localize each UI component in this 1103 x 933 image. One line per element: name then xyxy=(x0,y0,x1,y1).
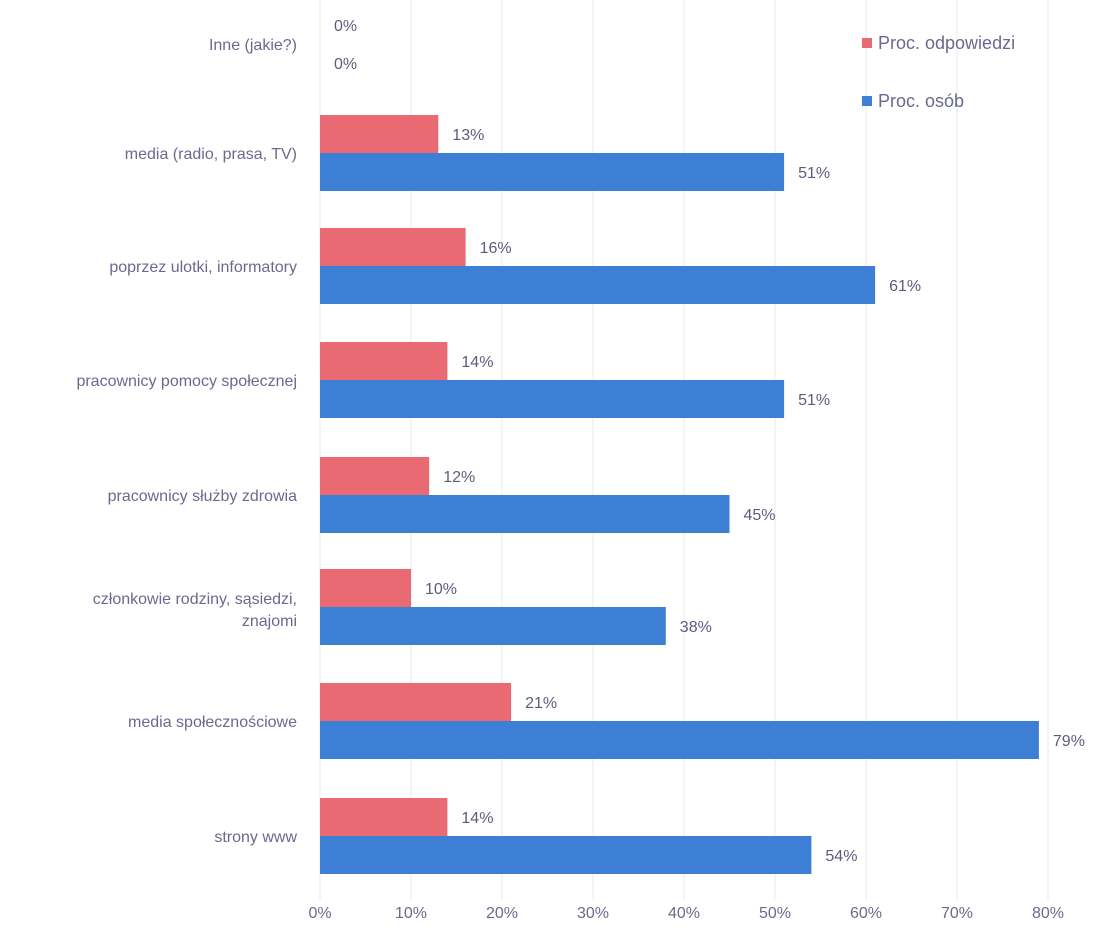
data-label: 61% xyxy=(889,278,921,295)
data-label: 14% xyxy=(461,354,493,371)
data-label: 0% xyxy=(334,56,357,73)
legend-swatch xyxy=(862,96,872,106)
category-label: członkowie rodziny, sąsiedzi, znajomi xyxy=(93,591,297,630)
category-label: poprzez ulotki, informatory xyxy=(109,259,297,276)
bar-odpowiedzi xyxy=(320,683,512,721)
bar-osob xyxy=(320,836,812,874)
category-label: pracownicy pomocy społecznej xyxy=(76,373,297,390)
bar-odpowiedzi xyxy=(320,569,411,607)
x-tick-label: 0% xyxy=(308,905,331,922)
data-label: 12% xyxy=(443,469,475,486)
x-tick-label: 70% xyxy=(941,905,973,922)
bar-osob xyxy=(320,495,730,533)
x-tick-label: 20% xyxy=(486,905,518,922)
bar-odpowiedzi xyxy=(320,228,466,266)
data-label: 0% xyxy=(334,18,357,35)
category-label: media (radio, prasa, TV) xyxy=(125,146,297,163)
bar-odpowiedzi xyxy=(320,115,439,153)
category-label: pracownicy służby zdrowia xyxy=(108,488,298,505)
bar-odpowiedzi xyxy=(320,342,448,380)
data-label: 51% xyxy=(798,165,830,182)
category-label: media społecznościowe xyxy=(128,714,297,731)
data-label: 13% xyxy=(452,127,484,144)
bar-osob xyxy=(320,380,785,418)
data-label: 45% xyxy=(744,507,776,524)
data-label: 14% xyxy=(461,810,493,827)
data-label: 51% xyxy=(798,392,830,409)
data-label: 21% xyxy=(525,695,557,712)
x-tick-label: 40% xyxy=(668,905,700,922)
category-label: Inne (jakie?) xyxy=(209,37,297,54)
data-label: 10% xyxy=(425,581,457,598)
data-label: 38% xyxy=(680,619,712,636)
legend-label: Proc. osób xyxy=(878,91,964,111)
bar-osob xyxy=(320,266,876,304)
bar-odpowiedzi xyxy=(320,457,430,495)
x-tick-label: 80% xyxy=(1032,905,1064,922)
x-tick-label: 60% xyxy=(850,905,882,922)
x-tick-label: 50% xyxy=(759,905,791,922)
legend-swatch xyxy=(862,38,872,48)
data-label: 54% xyxy=(825,848,857,865)
x-tick-label: 10% xyxy=(395,905,427,922)
data-label: 16% xyxy=(480,240,512,257)
bar-osob xyxy=(320,607,666,645)
data-label: 79% xyxy=(1053,733,1085,750)
bar-osob xyxy=(320,153,785,191)
category-label: strony www xyxy=(214,829,297,846)
bar-odpowiedzi xyxy=(320,798,448,836)
bar-osob xyxy=(320,721,1039,759)
legend-label: Proc. odpowiedzi xyxy=(878,33,1015,53)
x-tick-label: 30% xyxy=(577,905,609,922)
